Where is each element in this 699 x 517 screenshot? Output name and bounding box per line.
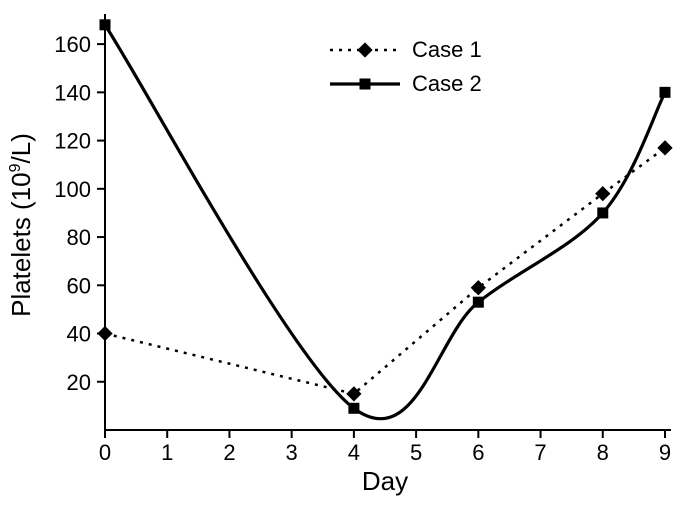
x-tick-label: 5 <box>410 440 422 465</box>
x-tick-label: 1 <box>161 440 173 465</box>
x-tick-label: 9 <box>659 440 671 465</box>
x-tick-label: 3 <box>286 440 298 465</box>
legend-label: Case 1 <box>412 37 482 62</box>
legend-label: Case 2 <box>412 71 482 96</box>
y-tick-label: 160 <box>54 32 91 57</box>
x-tick-label: 4 <box>348 440 360 465</box>
x-tick-label: 8 <box>597 440 609 465</box>
x-tick-label: 7 <box>534 440 546 465</box>
platelets-chart: 20 40 60 80 100 120 140 160 0 1 2 3 4 5 6 7 8 9 Platelets … <box>0 0 699 517</box>
y-tick-label: 40 <box>67 322 91 347</box>
y-tick-label: 100 <box>54 177 91 202</box>
marker-square <box>473 297 483 307</box>
marker-square <box>360 79 370 89</box>
y-tick-label: 140 <box>54 80 91 105</box>
chart-svg: 20 40 60 80 100 120 140 160 0 1 2 3 4 5 6 7 8 9 Platelets … <box>0 0 699 517</box>
x-tick-label: 2 <box>223 440 235 465</box>
y-tick-label: 80 <box>67 225 91 250</box>
y-tick-label: 120 <box>54 129 91 154</box>
y-tick-label: 60 <box>67 273 91 298</box>
y-tick-label: 20 <box>67 370 91 395</box>
x-axis-title: Day <box>362 466 408 496</box>
marker-square <box>660 87 670 97</box>
y-axis-title: Platelets (109/L) <box>6 133 36 317</box>
marker-square <box>100 20 110 30</box>
marker-square <box>598 208 608 218</box>
x-tick-label: 6 <box>472 440 484 465</box>
svg-text:Platelets (109/L): Platelets (109/L) <box>6 133 36 317</box>
marker-square <box>349 403 359 413</box>
x-tick-label: 0 <box>99 440 111 465</box>
